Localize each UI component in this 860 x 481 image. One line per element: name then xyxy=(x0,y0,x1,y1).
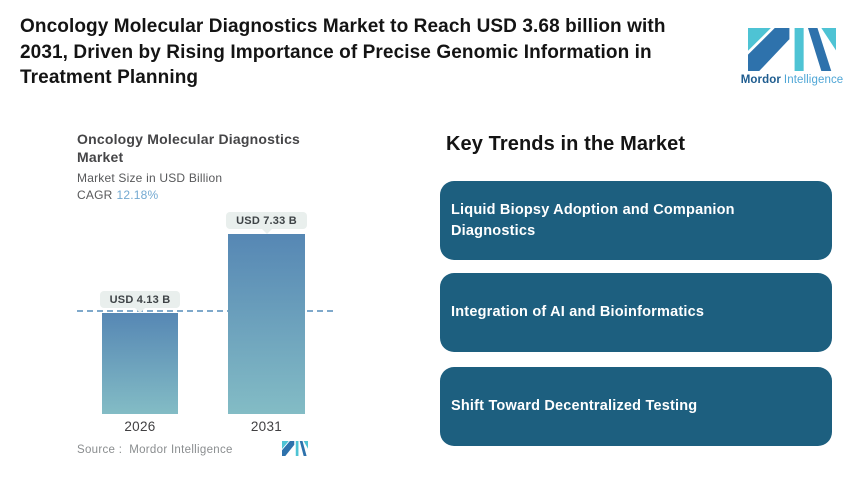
bar-2026 xyxy=(102,313,178,414)
bar-group-2031: USD 7.33 B xyxy=(226,212,307,414)
bar-2031 xyxy=(228,234,305,414)
bar-value-badge: USD 7.33 B xyxy=(226,212,307,229)
chart-subtitle: Market Size in USD Billion xyxy=(77,171,223,185)
cagr-value: 12.18% xyxy=(116,188,159,202)
trend-card-ai-bioinformatics: Integration of AI and Bioinformatics xyxy=(440,273,832,352)
bar-value-badge: USD 4.13 B xyxy=(99,291,181,308)
brand-name: Mordor Intelligence xyxy=(738,74,846,86)
trend-card-liquid-biopsy: Liquid Biopsy Adoption and Companion Dia… xyxy=(440,181,832,260)
bar-group-2026: USD 4.13 B xyxy=(99,291,181,414)
mordor-logo-icon-small xyxy=(282,441,308,456)
badge-pointer-icon xyxy=(261,229,272,234)
trends-heading: Key Trends in the Market xyxy=(446,133,686,155)
brand-name-secondary: Intelligence xyxy=(783,74,844,86)
brand-name-primary: Mordor xyxy=(740,74,781,86)
cagr-label: CAGR xyxy=(77,188,113,202)
x-axis-label-2026: 2026 xyxy=(124,419,156,434)
page-title: Oncology Molecular Diagnostics Market to… xyxy=(20,16,666,88)
trend-card-decentralized-testing: Shift Toward Decentralized Testing xyxy=(440,367,832,446)
chart-title: Oncology Molecular Diagnostics Market xyxy=(77,131,301,165)
badge-pointer-icon xyxy=(135,308,145,313)
chart-cagr-row: CAGR 12.18% xyxy=(77,188,158,202)
mordor-logo-icon xyxy=(748,28,836,71)
reference-dashed-line xyxy=(77,310,333,312)
source-attribution: Source : Mordor Intelligence xyxy=(77,444,233,456)
x-axis-label-2031: 2031 xyxy=(250,419,283,434)
brand-logo: Mordor Intelligence xyxy=(738,28,846,86)
